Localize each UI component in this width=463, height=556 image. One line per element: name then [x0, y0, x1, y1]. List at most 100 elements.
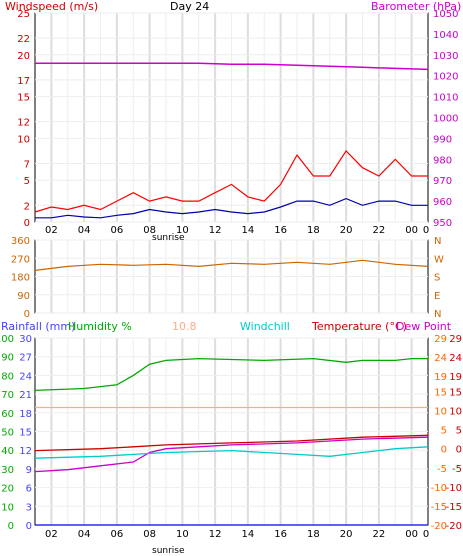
y-tick-label-humidity: 60: [1, 409, 14, 420]
x-tick-label-weather: 14: [242, 529, 255, 540]
legend-temperature: Temperature (°C): [311, 320, 407, 333]
y-tick-label-temp: 0: [456, 445, 462, 456]
barometer-line: [35, 62, 429, 71]
legend-10-8: 10.8: [172, 320, 197, 333]
y-tick-label-windspeed: 17: [17, 76, 30, 87]
x-tick-label-wind: 08: [143, 225, 156, 236]
series-line-temperature-c-: [34, 434, 429, 452]
series-line-windchill: [34, 446, 429, 459]
y-tick-label-temp-right: 5: [441, 426, 447, 437]
y-tick-label-humidity: 20: [1, 484, 14, 495]
sunrise-label-weather: sunrise: [152, 546, 185, 556]
y-tick-label-windspeed: 7: [24, 159, 30, 170]
y-tick-label-rainfall: 3: [26, 502, 32, 513]
x-tick-label-wind: 14: [242, 225, 255, 236]
y-tick-label-humidity: 70: [1, 390, 14, 401]
y-tick-label-temp: -20: [446, 521, 462, 532]
y-tick-label-humidity: 50: [1, 428, 14, 439]
y-tick-label-windspeed: 0: [24, 218, 30, 229]
y-tick-label-barometer: 990: [433, 134, 452, 145]
y-tick-label-windspeed: 15: [17, 93, 30, 104]
y-tick-label-rainfall: 12: [19, 446, 32, 457]
sunrise-label-wind: sunrise: [152, 233, 185, 243]
y-tick-label-rainfall: 24: [19, 371, 32, 382]
series-line-humidity-: [34, 357, 428, 392]
y-tick-label-barometer: 960: [433, 197, 452, 208]
y-tick-label-windspeed: 22: [17, 34, 30, 45]
y-tick-label-windspeed: 20: [17, 51, 30, 62]
y-tick-label-temp: 29: [449, 334, 462, 345]
x-tick-label-weather: 08: [143, 529, 156, 540]
y-tick-label-temp-right: 10: [434, 407, 447, 418]
y-tick-label-temp-right: -5: [437, 464, 447, 475]
x-tick-label-weather: 04: [78, 529, 91, 540]
compass-label: S: [434, 273, 440, 284]
x-tick-label-weather: 00: [405, 529, 418, 540]
y-tick-label-temp: -10: [446, 483, 462, 494]
barometer-axis-label: Barometer (hPa): [371, 0, 461, 13]
x-tick-label-wind: 06: [111, 225, 124, 236]
y-tick-label-humidity: 30: [1, 465, 14, 476]
x-tick-label-weather: 02: [45, 529, 58, 540]
y-tick-label-rainfall: 27: [19, 353, 32, 364]
compass-label: N: [434, 309, 441, 320]
gust-line: [34, 149, 428, 213]
y-tick-label-temp: 5: [456, 426, 462, 437]
y-tick-label-temp-right: -20: [431, 521, 447, 532]
compass-label: E: [434, 291, 440, 302]
y-tick-label-temp: 15: [449, 387, 462, 398]
y-tick-label-temp-right: 15: [434, 387, 447, 398]
y-tick-label-direction: 270: [11, 254, 30, 265]
y-tick-label-rainfall: 30: [19, 334, 32, 345]
x-tick-label-wind: 18: [307, 225, 320, 236]
x-tick-label-wind: 20: [340, 225, 353, 236]
x-tick-label-wind: 10: [176, 225, 189, 236]
y-tick-label-temp-right: -15: [431, 502, 447, 513]
y-tick-label-rainfall: 0: [26, 521, 32, 532]
legend-windchill: Windchill: [240, 320, 290, 333]
y-tick-label-barometer: 1020: [433, 72, 458, 83]
windspeed-axis-label: Windspeed (m/s): [5, 0, 98, 13]
y-tick-label-windspeed: 12: [17, 118, 30, 129]
chart-title: Day 24: [170, 0, 209, 13]
x-tick-label-weather: 22: [373, 529, 386, 540]
y-tick-label-windspeed: 5: [24, 176, 30, 187]
y-tick-label-barometer: 970: [433, 176, 452, 187]
y-tick-label-temp-right: -10: [431, 483, 447, 494]
legend-humidity: Humidity %: [68, 320, 132, 333]
x-tick-label-wind: 22: [373, 225, 386, 236]
y-tick-label-direction: 90: [17, 291, 30, 302]
x-tick-label-wind: 16: [274, 225, 287, 236]
y-tick-label-barometer: 980: [433, 155, 452, 166]
y-tick-label-windspeed: 25: [17, 9, 30, 20]
y-tick-label-rainfall: 6: [26, 484, 32, 495]
x-tick-label-wind: 02: [45, 225, 58, 236]
x-tick-label-weather: 0: [423, 529, 429, 540]
y-tick-label-barometer: 1000: [433, 114, 458, 125]
y-tick-label-temp: 24: [449, 353, 462, 364]
y-tick-label-temp-right: 29: [434, 334, 447, 345]
y-tick-label-temp-right: 24: [434, 353, 447, 364]
x-tick-label-weather: 16: [274, 529, 287, 540]
y-tick-label-temp: 19: [449, 372, 462, 383]
y-tick-label-humidity: 90: [1, 353, 14, 364]
y-tick-label-temp: -15: [446, 502, 462, 513]
y-tick-label-direction: 360: [11, 236, 30, 247]
x-tick-label-wind: 00: [405, 225, 418, 236]
y-tick-label-humidity: 0: [8, 521, 14, 532]
x-tick-label-weather: 12: [209, 529, 222, 540]
x-tick-label-wind: 04: [78, 225, 91, 236]
y-tick-label-windspeed: 10: [17, 134, 30, 145]
y-tick-label-barometer: 1030: [433, 51, 458, 62]
legend-dew-point: Dew Point: [396, 320, 452, 333]
y-tick-label-temp-right: 19: [434, 372, 447, 383]
y-tick-label-temp: -5: [452, 464, 462, 475]
series-line-dew-point: [34, 436, 429, 473]
x-tick-label-weather: 10: [176, 529, 189, 540]
y-tick-label-windspeed: 2: [24, 201, 30, 212]
x-tick-label-weather: 06: [111, 529, 124, 540]
y-tick-label-humidity: 80: [1, 371, 14, 382]
y-tick-label-direction: 0: [24, 309, 30, 320]
